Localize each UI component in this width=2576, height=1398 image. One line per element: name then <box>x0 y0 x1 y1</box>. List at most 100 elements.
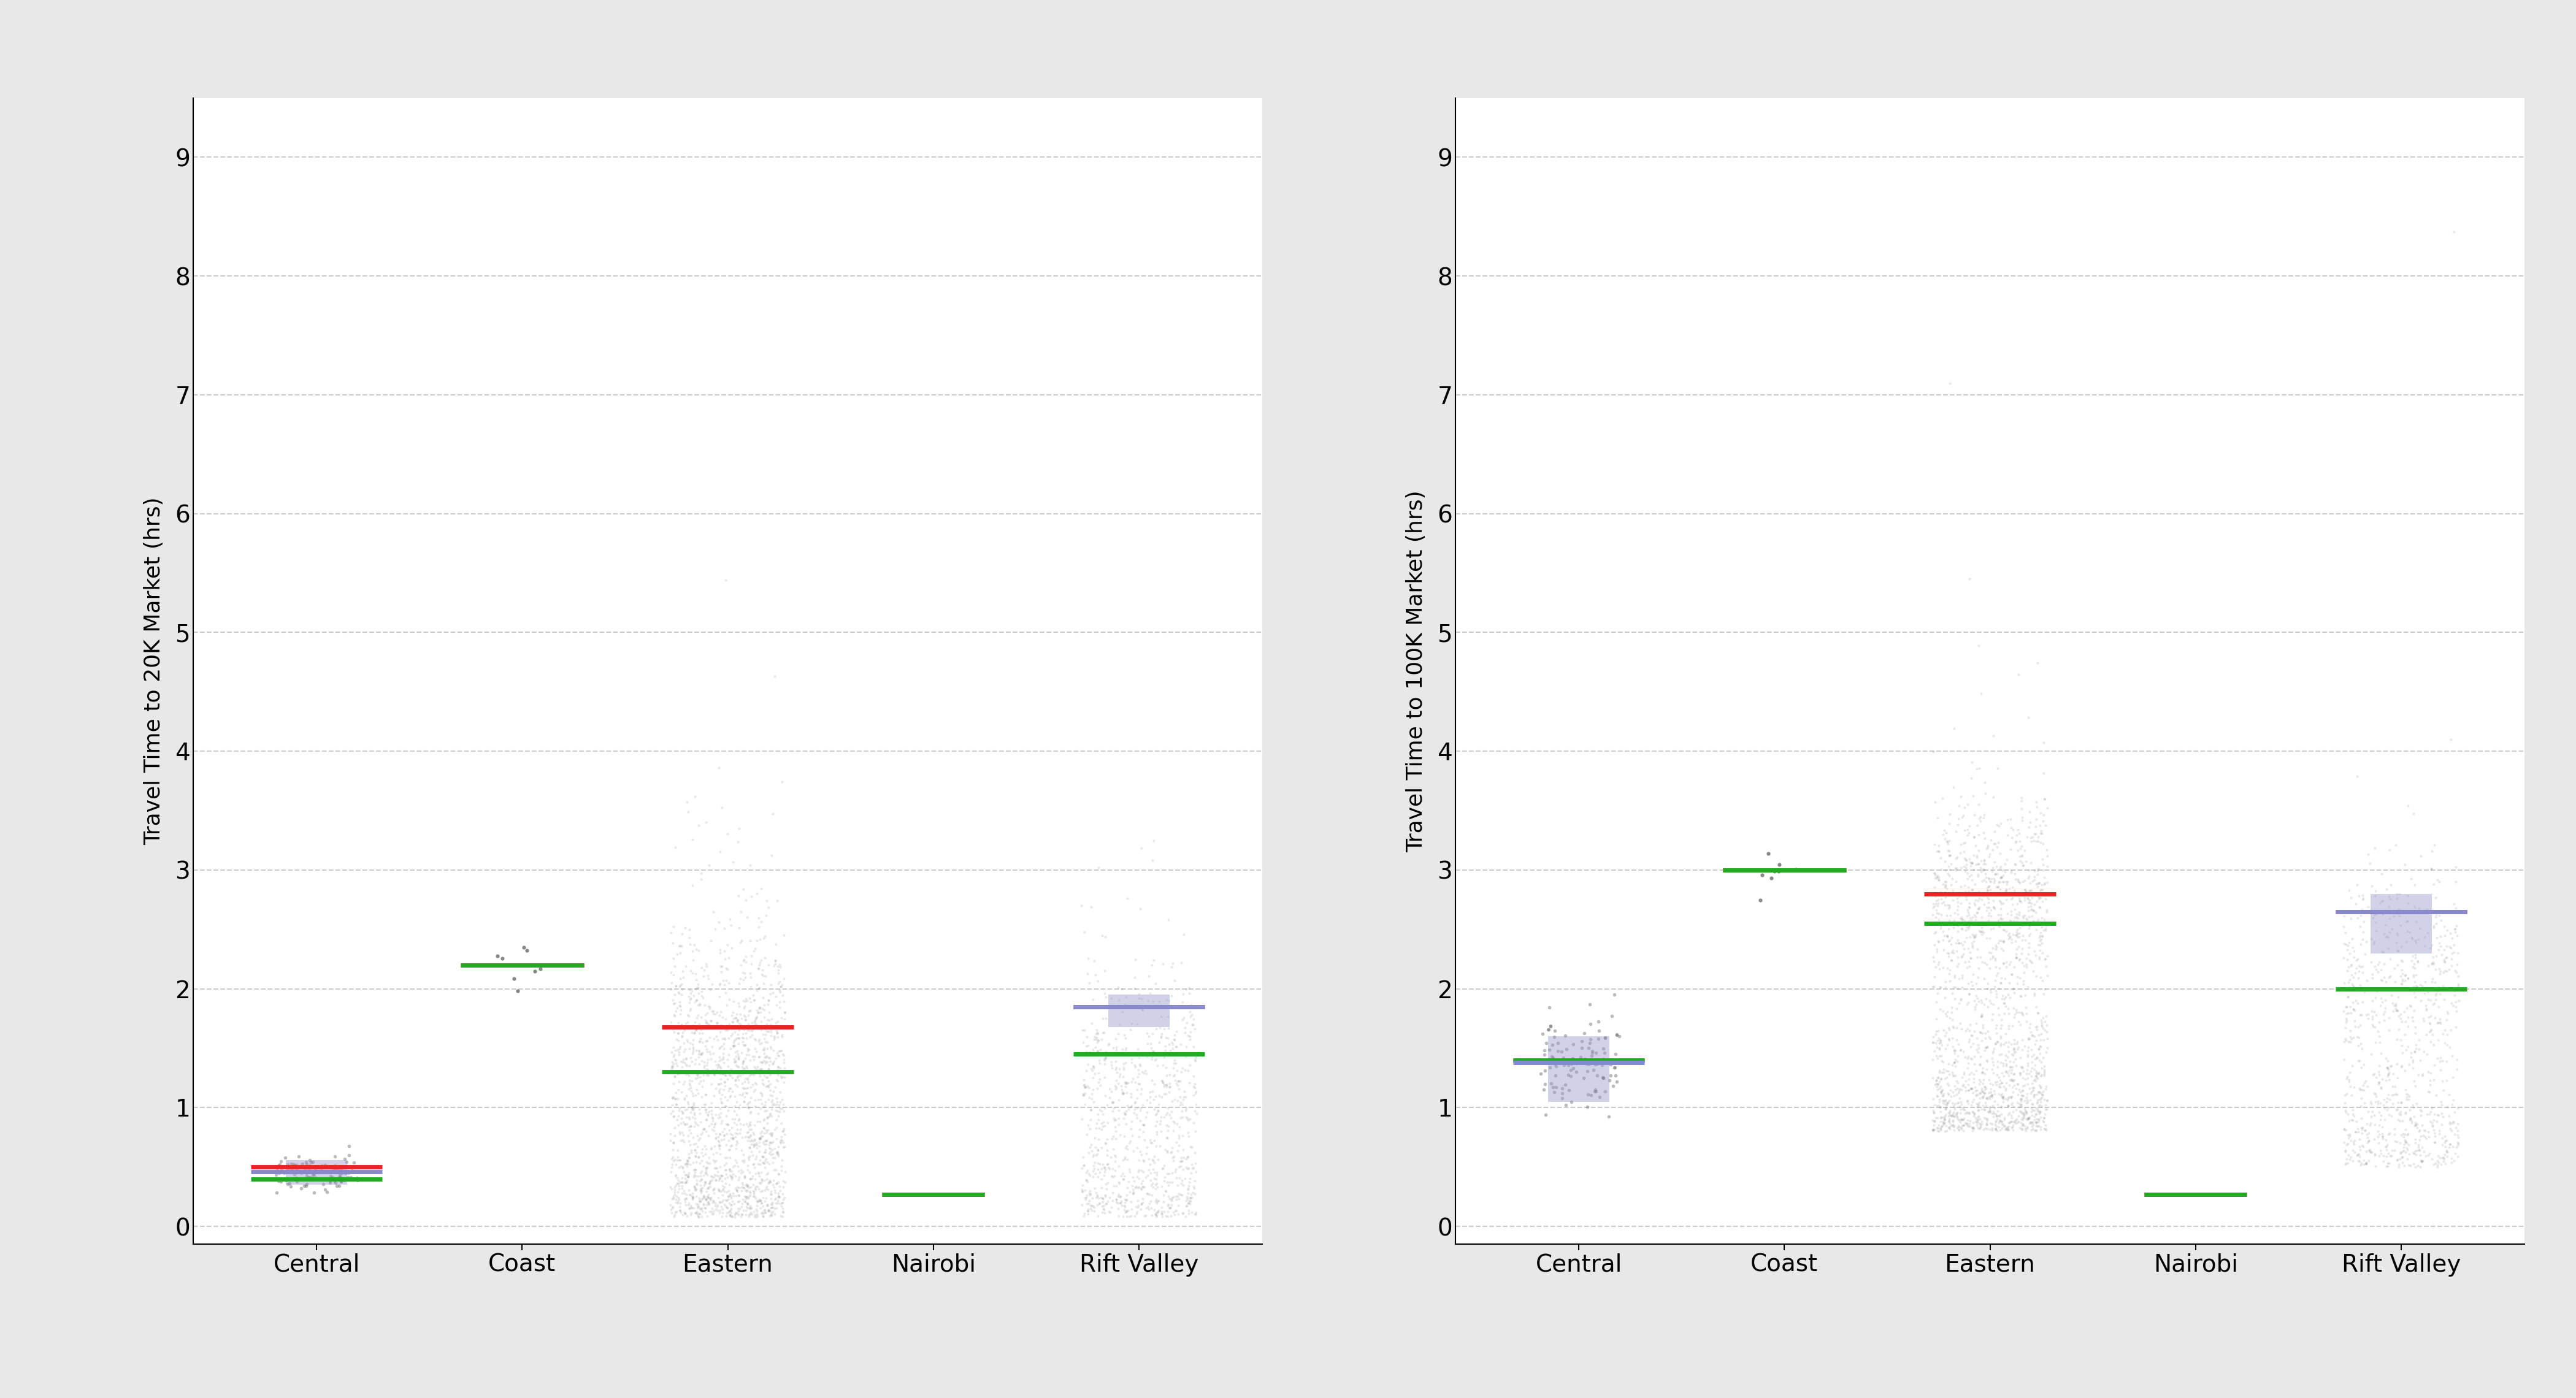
Point <box>1958 635 1999 657</box>
Point <box>1978 815 2020 837</box>
Point <box>1953 963 1994 986</box>
Point <box>289 1166 330 1188</box>
Point <box>685 811 726 833</box>
Point <box>670 1184 711 1206</box>
Point <box>1935 857 1976 879</box>
Point <box>680 1170 721 1192</box>
Point <box>2414 1118 2455 1141</box>
Point <box>662 1100 703 1123</box>
Point <box>1971 867 2012 889</box>
Point <box>2393 1009 2434 1032</box>
Point <box>2385 1082 2427 1104</box>
Point <box>1136 1167 1177 1190</box>
Point <box>1159 1093 1200 1116</box>
Point <box>652 1103 693 1125</box>
Point <box>714 1032 755 1054</box>
Point <box>729 1071 770 1093</box>
Point <box>752 1124 793 1146</box>
Point <box>1994 910 2035 932</box>
Point <box>2383 1151 2424 1173</box>
Point <box>2393 976 2434 998</box>
Point <box>739 1033 781 1055</box>
Point <box>1999 1078 2040 1100</box>
Point <box>2025 1114 2066 1137</box>
Point <box>744 1148 786 1170</box>
Point <box>2360 1145 2401 1167</box>
Point <box>724 962 765 984</box>
Point <box>1937 1104 1978 1127</box>
Point <box>739 928 781 951</box>
Point <box>1937 1118 1978 1141</box>
Point <box>2020 882 2061 905</box>
Point <box>1126 1032 1167 1054</box>
Point <box>677 1201 719 1223</box>
Point <box>2324 1099 2365 1121</box>
Point <box>1999 902 2040 924</box>
Point <box>1989 1060 2030 1082</box>
Point <box>1082 1113 1123 1135</box>
Point <box>1577 1064 1618 1086</box>
Point <box>1976 856 2017 878</box>
Point <box>1953 1062 1994 1085</box>
Point <box>1958 898 1999 920</box>
Point <box>2437 1048 2478 1071</box>
Point <box>1942 1114 1984 1137</box>
Point <box>1170 1167 1211 1190</box>
Point <box>2434 1117 2476 1139</box>
Point <box>693 1166 734 1188</box>
Point <box>2007 867 2048 889</box>
Point <box>734 1015 775 1037</box>
Point <box>762 1205 804 1227</box>
Point <box>693 1156 734 1179</box>
Point <box>672 1116 714 1138</box>
Point <box>760 979 801 1001</box>
Point <box>2025 787 2066 809</box>
Point <box>659 991 701 1014</box>
Point <box>2370 1055 2411 1078</box>
Point <box>2022 1110 2063 1132</box>
Point <box>1084 1046 1126 1068</box>
Point <box>724 1114 765 1137</box>
Point <box>1739 889 1780 911</box>
Point <box>2367 938 2409 960</box>
Point <box>652 916 693 938</box>
Point <box>2421 1134 2463 1156</box>
Point <box>2012 830 2053 853</box>
Point <box>482 948 523 970</box>
Point <box>2344 1092 2385 1114</box>
Point <box>1978 878 2020 900</box>
Point <box>2022 809 2063 832</box>
Point <box>1103 1058 1144 1081</box>
Point <box>2380 1103 2421 1125</box>
Point <box>1999 1095 2040 1117</box>
Point <box>1950 941 1991 963</box>
Point <box>672 1159 714 1181</box>
Point <box>1945 1090 1986 1113</box>
Point <box>2421 1114 2463 1137</box>
Point <box>286 1153 327 1176</box>
Point <box>698 1169 739 1191</box>
Point <box>680 1043 721 1065</box>
Point <box>742 1120 783 1142</box>
Point <box>654 983 696 1005</box>
Point <box>2020 886 2061 909</box>
Point <box>2025 948 2066 970</box>
Point <box>1528 1018 1569 1040</box>
Point <box>1082 1137 1123 1159</box>
Point <box>672 1187 714 1209</box>
Point <box>1162 1169 1203 1191</box>
Point <box>1123 1187 1164 1209</box>
Point <box>2416 870 2458 892</box>
Point <box>752 1053 793 1075</box>
Point <box>260 1170 301 1192</box>
Point <box>2014 1106 2056 1128</box>
Point <box>672 1042 714 1064</box>
Point <box>755 1181 796 1204</box>
Point <box>1077 1139 1118 1162</box>
Point <box>724 1033 765 1055</box>
Point <box>2326 1148 2367 1170</box>
Point <box>2331 973 2372 995</box>
Point <box>693 1120 734 1142</box>
Point <box>2009 906 2050 928</box>
Point <box>2411 1148 2452 1170</box>
